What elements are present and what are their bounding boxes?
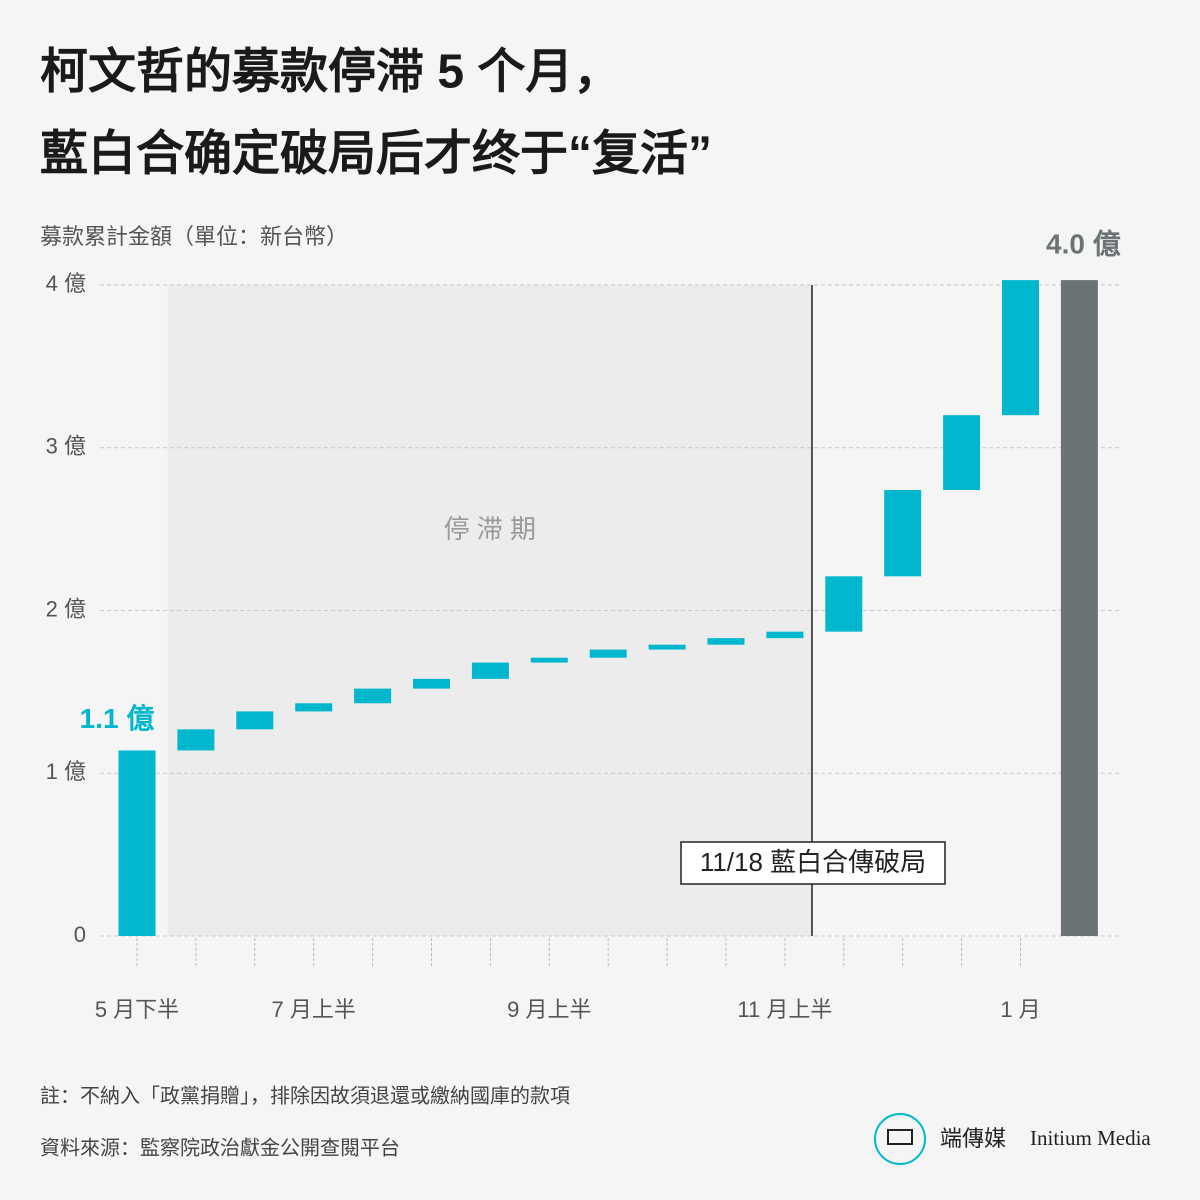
- annotation-text: 11/18 藍白合傳破局: [700, 847, 926, 877]
- event-annotation: 11/18 藍白合傳破局: [680, 841, 946, 885]
- y-tick-label: 0: [74, 922, 86, 947]
- source: 資料來源：監察院政治獻金公開查閱平台: [40, 1136, 400, 1159]
- logo-mark: [887, 1129, 913, 1145]
- step-bar: [413, 678, 450, 689]
- brand-zh: 端傳媒: [940, 1126, 1006, 1151]
- step-bar: [648, 644, 686, 650]
- x-tick-label: 7 月上半: [272, 997, 356, 1022]
- total-label: 4.0 億: [1046, 229, 1121, 260]
- step-bar: [471, 662, 509, 679]
- axis-title: 募款累計金額（單位：新台幣）: [40, 224, 348, 249]
- step-bar: [354, 688, 392, 704]
- y-tick-label: 3 億: [46, 434, 86, 459]
- total-bar: [1060, 280, 1098, 936]
- step-bar: [1002, 280, 1039, 416]
- annotation-box: [680, 841, 946, 885]
- chart-title-line: 柯文哲的募款停滞 5 个月，: [40, 46, 621, 99]
- logo-circle: [874, 1113, 926, 1165]
- y-tick-label: 4 億: [46, 271, 86, 296]
- y-tick-label: 1 億: [46, 759, 86, 784]
- x-tick-label: 5 月下半: [95, 997, 179, 1022]
- step-bar: [707, 638, 745, 645]
- note: 註：不納入「政黨捐贈」，排除因故須退還或繳納國庫的款項: [40, 1084, 570, 1107]
- step-bar: [943, 415, 981, 491]
- step-bar: [884, 490, 922, 577]
- step-bar: [236, 711, 274, 730]
- step-bar: [295, 703, 333, 712]
- shade-label: 停 滞 期: [444, 514, 536, 544]
- step-bar: [589, 649, 627, 658]
- chart-title-line: 藍白合确定破局后才终于“复活”: [40, 128, 712, 181]
- y-tick-label: 2 億: [46, 596, 86, 621]
- step-bar: [766, 631, 804, 639]
- x-tick-label: 1 月: [1000, 997, 1040, 1022]
- x-tick-label: 9 月上半: [507, 997, 591, 1022]
- brand-en: Initium Media: [1030, 1126, 1151, 1150]
- logo: 端傳媒 Initium Media: [874, 1113, 1151, 1165]
- step-bar: [825, 576, 863, 632]
- step-bar: [118, 750, 156, 936]
- x-tick-label: 11 月上半: [737, 997, 832, 1022]
- step-bar: [177, 729, 215, 751]
- value-label: 1.1 億: [80, 703, 155, 734]
- step-bar: [530, 657, 568, 663]
